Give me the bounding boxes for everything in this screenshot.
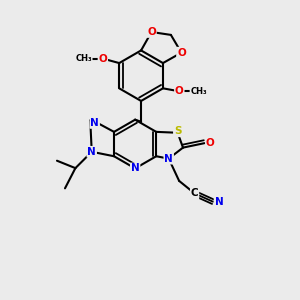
Text: CH₃: CH₃ (190, 87, 207, 96)
Text: C: C (191, 188, 198, 198)
Text: N: N (214, 197, 223, 207)
Text: N: N (90, 118, 99, 128)
Text: O: O (98, 54, 107, 64)
Text: O: O (206, 138, 215, 148)
Text: O: O (177, 48, 186, 58)
Text: O: O (147, 27, 156, 37)
Text: N: N (87, 147, 96, 157)
Text: O: O (175, 86, 184, 96)
Text: CH₃: CH₃ (75, 54, 92, 63)
Text: S: S (174, 126, 182, 136)
Text: N: N (164, 154, 173, 164)
Text: N: N (131, 164, 140, 173)
